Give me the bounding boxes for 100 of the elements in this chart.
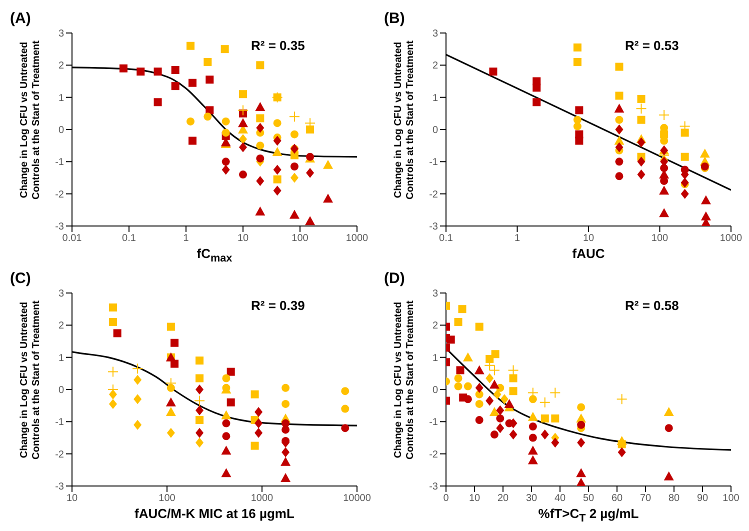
annotation: R² = 0.58	[625, 298, 679, 313]
y-tick-label: -1	[55, 417, 64, 428]
point	[458, 305, 466, 314]
x-tick-label: 1	[514, 233, 520, 244]
point	[528, 455, 538, 464]
y-tick-label: -2	[55, 189, 64, 200]
y-tick-label: 1	[58, 352, 64, 364]
annotation: R² = 0.53	[625, 38, 679, 53]
point	[576, 478, 586, 486]
point	[496, 405, 504, 416]
point	[489, 407, 500, 416]
x-tick-label: 10	[66, 493, 78, 504]
y-tick-label: -3	[55, 482, 64, 493]
y-tick-label: 1	[432, 352, 438, 364]
point	[509, 374, 518, 382]
point	[577, 403, 586, 412]
chart-title: (C)	[10, 270, 31, 287]
point	[664, 407, 674, 416]
point	[475, 416, 484, 424]
y-tick-label: 0	[432, 125, 438, 136]
y-axis-title: Change in Log CFU vs Untreated Controls at the Start of Treatment	[392, 300, 416, 462]
x-tick-label: 50	[582, 493, 594, 504]
y-tick-label: 3	[58, 28, 64, 40]
point	[664, 471, 674, 480]
x-tick-label: 100	[651, 233, 669, 244]
point	[509, 430, 518, 440]
y-axis-title: Change in Log CFU vs Untreated Controls at the Start of Treatment	[18, 300, 42, 462]
x-axis-title: fC$_{max}$	[196, 246, 234, 265]
point	[551, 414, 560, 422]
point	[462, 352, 473, 362]
y-tick-label: 0	[432, 385, 438, 396]
y-tick-label: 0	[58, 125, 64, 136]
point	[464, 395, 472, 404]
x-tick-label: 100	[158, 493, 176, 504]
x-tick-label: 10000	[343, 493, 372, 504]
point	[475, 382, 484, 393]
x-tick-label: 90	[696, 493, 708, 504]
point	[618, 447, 626, 458]
x-axis-title: fAUC	[571, 246, 606, 261]
point	[528, 412, 538, 421]
point	[490, 430, 498, 439]
point	[576, 468, 586, 478]
point	[464, 382, 472, 390]
x-axis-title: fAUC/M-K MIC at 16 µgmL	[134, 506, 296, 521]
point	[504, 398, 514, 408]
y-tick-label: -3	[429, 222, 438, 233]
annotation: R² = 0.39	[251, 298, 305, 313]
annotation: R² = 0.35	[251, 38, 305, 53]
point	[577, 420, 586, 429]
point	[550, 387, 561, 398]
point	[500, 394, 508, 404]
x-tick-label: 10	[237, 233, 249, 244]
x-tick-label: 1000	[250, 493, 274, 504]
point	[540, 414, 549, 422]
y-tick-label: 3	[432, 28, 438, 40]
point	[474, 365, 484, 374]
point	[454, 318, 462, 326]
x-tick-label: 30	[526, 493, 538, 504]
y-tick-label: -1	[429, 157, 438, 168]
x-axis-title: %fT>C$_{T}$ 2 µg/mL	[537, 506, 640, 525]
point	[528, 422, 537, 430]
x-tick-label: 10	[468, 493, 480, 504]
x-tick-label: 60	[611, 493, 623, 504]
x-tick-label: 10	[582, 233, 594, 244]
x-tick-label: 70	[640, 493, 652, 504]
point	[551, 438, 560, 448]
point	[454, 382, 462, 390]
x-tick-label: 0	[443, 493, 450, 504]
x-tick-label: 0.01	[62, 233, 82, 244]
point	[616, 394, 628, 405]
y-tick-label: -2	[429, 189, 438, 200]
x-tick-label: 1000	[346, 233, 369, 244]
y-tick-label: 2	[432, 60, 438, 72]
x-tick-label: 100	[292, 233, 309, 244]
point	[539, 396, 550, 408]
y-tick-label: -3	[55, 222, 64, 233]
chart-title: (B)	[384, 10, 405, 27]
x-tick-label: 1	[183, 233, 190, 244]
x-tick-label: 40	[554, 493, 566, 504]
point	[496, 423, 504, 434]
y-tick-label: 3	[58, 288, 64, 300]
point	[454, 374, 462, 382]
point	[508, 364, 519, 376]
x-tick-label: 0.1	[122, 233, 136, 244]
x-tick-label: 1000	[720, 233, 743, 244]
chart-title: (D)	[384, 270, 405, 287]
x-tick-label: 20	[497, 493, 509, 504]
chart-title: (A)	[10, 10, 31, 27]
point	[528, 446, 538, 455]
point	[577, 438, 586, 448]
point	[475, 400, 484, 408]
point	[496, 414, 504, 422]
x-tick-label: 80	[668, 493, 680, 504]
y-tick-label: -2	[429, 449, 438, 460]
point	[489, 380, 500, 389]
y-tick-label: 1	[58, 92, 64, 104]
point	[528, 395, 537, 404]
y-tick-label: -3	[429, 482, 438, 493]
point	[491, 350, 500, 358]
y-axis-title: Change in Log CFU vs Untreated Controls at the Start of Treatment	[18, 40, 42, 202]
